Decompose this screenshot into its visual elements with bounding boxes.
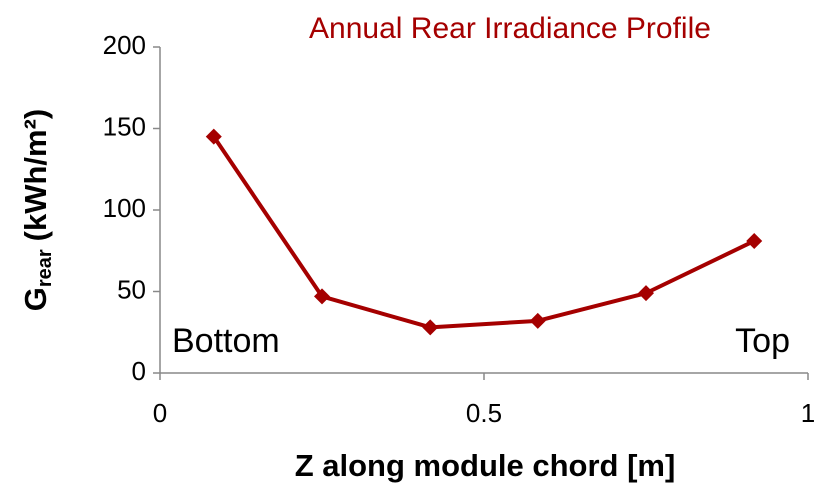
x-axis-label: Z along module chord [m] — [295, 448, 676, 483]
annotation: Bottom — [172, 322, 280, 360]
y-label-unit: (kWh/m²) — [18, 109, 53, 242]
y-tick-label: 150 — [103, 111, 146, 141]
marker — [638, 285, 654, 302]
y-tick-label: 200 — [103, 30, 146, 60]
series-line — [212, 135, 756, 330]
y-tick-label: 50 — [117, 274, 146, 304]
x-tick-label: 0.5 — [466, 398, 502, 428]
y-tick-label: 100 — [103, 193, 146, 223]
marker — [746, 232, 763, 249]
y-axis-label: Grear (kWh/m²) — [18, 109, 56, 312]
x-tick-label: 1 — [801, 398, 815, 428]
y-label-subscript: rear — [34, 249, 56, 287]
marker — [314, 288, 330, 305]
marker — [422, 319, 439, 336]
chart-title: Annual Rear Irradiance Profile — [309, 12, 711, 45]
marker — [205, 128, 222, 145]
annotation: Top — [735, 322, 790, 360]
y-tick-label: 0 — [132, 356, 146, 386]
y-label-symbol: G — [18, 287, 53, 311]
marker — [529, 312, 546, 329]
x-tick-label: 0 — [153, 398, 167, 428]
